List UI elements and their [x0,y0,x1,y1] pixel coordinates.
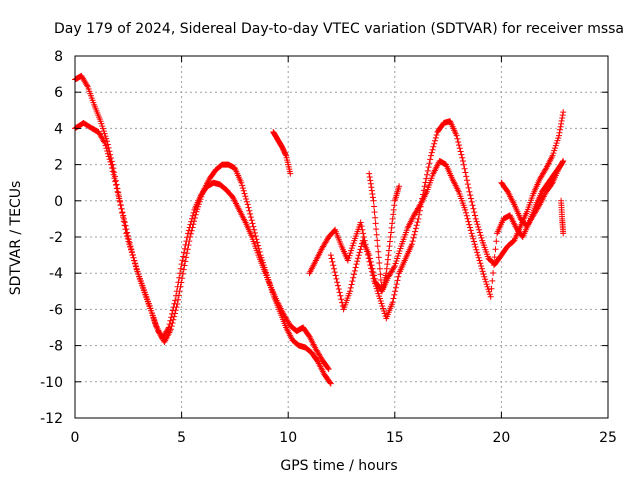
y-tick-label: -6 [49,302,63,318]
chart-title: Day 179 of 2024, Sidereal Day-to-day VTE… [54,21,624,37]
y-axis-label: SDTVAR / TECUs [8,181,24,296]
y-tick-label: -4 [49,266,63,282]
y-tick-label: -12 [40,411,63,427]
y-tick-label: 0 [54,194,63,210]
x-tick-label: 10 [279,430,297,446]
y-tick-label: 2 [54,158,63,174]
x-tick-label: 0 [71,430,80,446]
y-tick-label: 6 [54,85,63,101]
grid-lines [75,56,608,418]
y-tick-label: -2 [49,230,63,246]
scatter-markers [72,72,567,387]
x-axis-label: GPS time / hours [280,458,397,474]
data-points [72,72,567,387]
x-tick-label: 15 [386,430,404,446]
x-tick-label: 5 [177,430,186,446]
x-tick-label: 20 [492,430,510,446]
y-tick-label: -10 [40,375,63,391]
axis-ticks: 0 5 10 15 20 25 -12 -10 -8 -6 -4 -2 0 2 4 6 8 [40,49,617,446]
y-tick-label: -8 [49,339,63,355]
x-tick-label: 25 [599,430,617,446]
y-tick-label: 8 [54,49,63,65]
y-tick-label: 4 [54,121,63,137]
